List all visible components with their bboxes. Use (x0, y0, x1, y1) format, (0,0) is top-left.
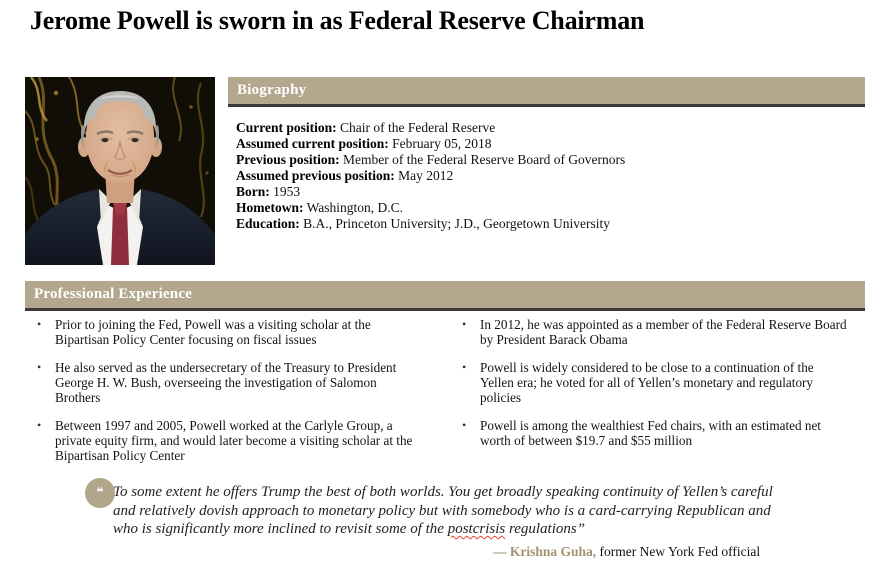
bio-field-label: Previous position: (236, 152, 340, 167)
bio-field-label: Assumed previous position: (236, 168, 395, 183)
bio-field-education: Education: B.A., Princeton University; J… (236, 216, 861, 232)
quote-text: To some extent he offers Trump the best … (113, 483, 775, 539)
portrait-illustration (25, 77, 215, 265)
powell-photo (25, 77, 215, 265)
bullet-item: He also served as the undersecretary of … (25, 360, 417, 405)
bio-field-value: Chair of the Federal Reserve (340, 120, 496, 135)
experience-column-right: In 2012, he was appointed as a member of… (450, 317, 850, 476)
experience-header: Professional Experience (25, 281, 865, 311)
page-title: Jerome Powell is sworn in as Federal Res… (30, 6, 645, 35)
bio-field-value: Washington, D.C. (306, 200, 404, 215)
experience-column-left: Prior to joining the Fed, Powell was a v… (25, 317, 417, 476)
bullet-list: In 2012, he was appointed as a member of… (450, 317, 850, 448)
bullet-list: Prior to joining the Fed, Powell was a v… (25, 317, 417, 463)
experience-columns: Prior to joining the Fed, Powell was a v… (25, 317, 865, 476)
bio-field-value: B.A., Princeton University; J.D., George… (303, 216, 610, 231)
bio-field-assumed-current: Assumed current position: February 05, 2… (236, 136, 861, 152)
bio-field-label: Current position: (236, 120, 337, 135)
bio-field-value: February 05, 2018 (392, 136, 492, 151)
bio-field-born: Born: 1953 (236, 184, 861, 200)
attribution-role: former New York Fed official (599, 544, 761, 559)
bio-field-value: 1953 (273, 184, 301, 199)
bullet-item: Prior to joining the Fed, Powell was a v… (25, 317, 417, 347)
quote-attribution: — Krishna Guha, former New York Fed offi… (493, 544, 760, 560)
bullet-item: Powell is among the wealthiest Fed chair… (450, 418, 850, 448)
bullet-item: Powell is widely considered to be close … (450, 360, 850, 405)
experience-header-label: Professional Experience (34, 286, 193, 302)
attribution-name: — Krishna Guha, (493, 544, 597, 559)
quote-text-before: To some extent he offers Trump the best … (113, 484, 773, 537)
bio-field-label: Assumed current position: (236, 136, 389, 151)
bio-field-label: Education: (236, 216, 300, 231)
biography-header-label: Biography (237, 82, 307, 98)
quote-mark-icon: ❝ (85, 478, 115, 508)
bullet-item: In 2012, he was appointed as a member of… (450, 317, 850, 347)
bio-field-value: Member of the Federal Reserve Board of G… (343, 152, 626, 167)
bio-field-label: Hometown: (236, 200, 304, 215)
quote-text-after: regulations” (505, 521, 586, 537)
quote-misspelled-word: postcrisis (447, 521, 506, 537)
biography-fields: Current position: Chair of the Federal R… (236, 120, 861, 232)
bio-field-value: May 2012 (398, 168, 454, 183)
bio-field-assumed-previous: Assumed previous position: May 2012 (236, 168, 861, 184)
biography-header: Biography (228, 77, 865, 107)
bio-field-previous-position: Previous position: Member of the Federal… (236, 152, 861, 168)
bio-field-label: Born: (236, 184, 270, 199)
bullet-item: Between 1997 and 2005, Powell worked at … (25, 418, 417, 463)
bio-field-current-position: Current position: Chair of the Federal R… (236, 120, 861, 136)
bio-field-hometown: Hometown: Washington, D.C. (236, 200, 861, 216)
